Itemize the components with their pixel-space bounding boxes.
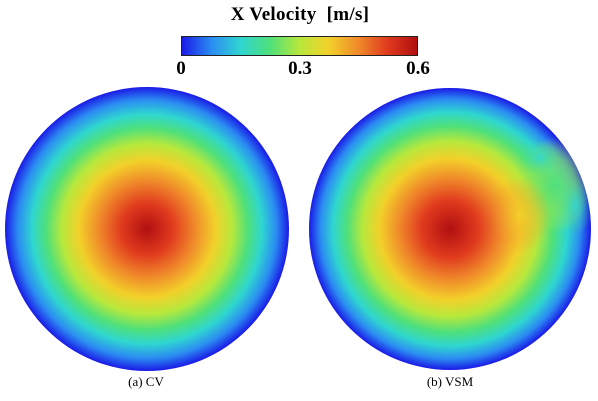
colorbar: [181, 36, 418, 56]
cv-velocity-contour: [5, 87, 289, 371]
colorbar-tick-max: 0.6: [406, 58, 430, 79]
colorbar-title: X Velocity [m/s]: [230, 4, 370, 25]
caption-cv: (a) CV: [128, 374, 164, 389]
caption-vsm: (b) VSM: [426, 374, 474, 389]
colorbar-tick-mid: 0.3: [288, 58, 312, 79]
colorbar-tick-min: 0: [176, 58, 186, 79]
vsm-velocity-contour: [309, 88, 591, 370]
